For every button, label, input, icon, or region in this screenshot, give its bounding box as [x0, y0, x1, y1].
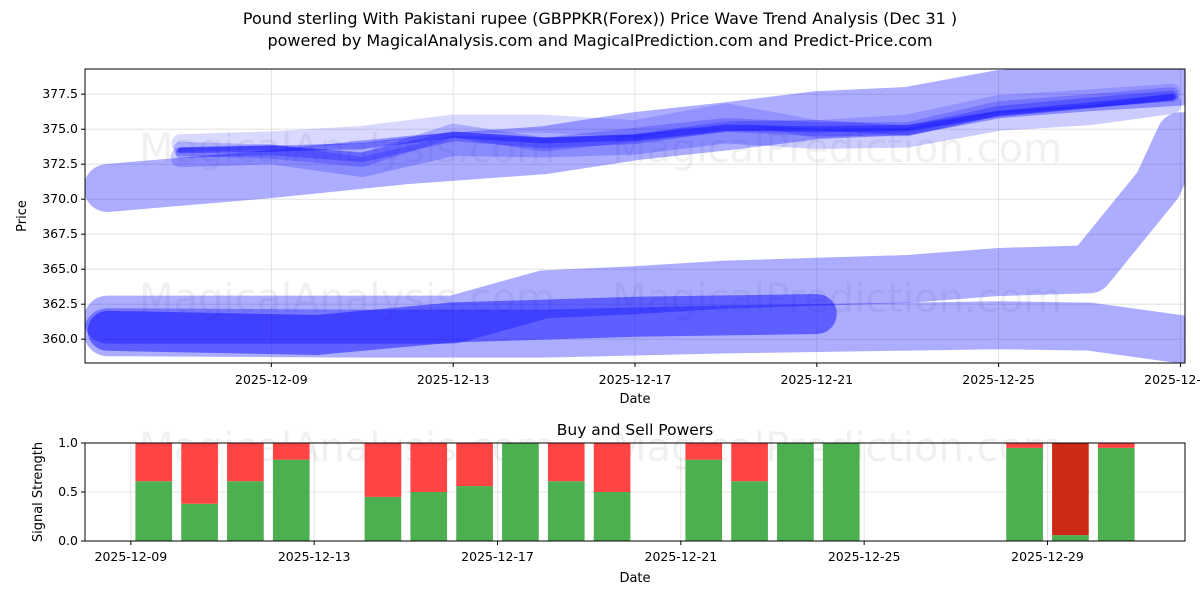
price-tick-label-x: 2025-12-17	[599, 372, 672, 387]
power-tick-label-y: 0.0	[58, 533, 78, 548]
sell-bar	[1006, 443, 1043, 448]
power-x-axis-label: Date	[619, 571, 650, 586]
chart-title-line1: Pound sterling With Pakistani rupee (GBP…	[242, 9, 958, 28]
wave-line-wave-wide-lower-band	[85, 112, 1185, 344]
price-y-axis-label: Price	[15, 200, 30, 232]
price-tick-label-x: 2025-12-21	[780, 372, 853, 387]
price-tick-label-y: 370.0	[42, 191, 78, 206]
buy-bar	[181, 503, 218, 541]
buy-bar	[822, 443, 860, 541]
power-tick-label-y: 0.5	[58, 484, 78, 499]
price-tick-label-x: 2025-12-29	[1144, 372, 1200, 387]
power-tick-label-x: 2025-12-29	[1011, 549, 1084, 564]
price-tick-label-y: 372.5	[42, 156, 78, 171]
price-plot-frame	[84, 68, 1186, 364]
chart-title-line2: powered by MagicalAnalysis.com and Magic…	[267, 31, 933, 50]
sell-bar	[272, 443, 310, 460]
wave-line-wave-3	[173, 87, 1179, 167]
wave-line-wave-central	[177, 94, 1175, 154]
sell-bar	[1097, 443, 1135, 448]
buy-bar	[731, 481, 768, 541]
sell-bar	[547, 443, 585, 482]
wave-line-wave-wide-bottom	[85, 301, 1185, 363]
buy-bar	[593, 492, 631, 541]
power-plot-frame	[84, 442, 1186, 542]
price-tick-label-x: 2025-12-13	[417, 372, 490, 387]
wave-line-wave-2	[175, 90, 1177, 163]
power-chart-title: Buy and Sell Powers	[557, 421, 714, 439]
buy-bar	[1097, 447, 1135, 541]
price-tick-label-y: 367.5	[42, 226, 78, 241]
buy-bar	[135, 481, 173, 541]
price-tick-label-y: 365.0	[42, 261, 78, 276]
wave-line-wave-4	[171, 83, 1181, 153]
buy-bar	[272, 459, 310, 541]
power-tick-label-y: 1.0	[58, 435, 78, 450]
watermark-prediction: MagicalPrediction.com	[612, 126, 1062, 172]
buy-bar	[502, 443, 539, 541]
buy-bar	[364, 496, 402, 541]
sell-bar	[1052, 443, 1089, 536]
buy-bar	[1006, 447, 1043, 541]
sell-bar	[593, 443, 631, 492]
sell-bar	[364, 443, 402, 497]
sell-bar	[410, 443, 448, 492]
wave-series-group	[85, 69, 1185, 363]
sell-bar	[181, 443, 218, 504]
power-tick-label-x: 2025-12-25	[828, 549, 901, 564]
price-tick-label-y: 360.0	[42, 331, 78, 346]
buy-bar	[685, 459, 723, 541]
power-tick-label-x: 2025-12-09	[95, 549, 168, 564]
price-tick-label-x: 2025-12-25	[962, 372, 1035, 387]
buy-bar	[227, 481, 264, 541]
power-tick-label-x: 2025-12-21	[645, 549, 718, 564]
price-x-axis-label: Date	[619, 392, 650, 407]
power-tick-label-x: 2025-12-17	[461, 549, 534, 564]
watermark-analysis: MagicalAnalysis.com	[139, 276, 555, 322]
wave-line-wave-dark-lower	[87, 294, 837, 355]
wave-line-wave-5	[170, 94, 1182, 177]
watermark-analysis: MagicalAnalysis.com	[139, 126, 555, 172]
price-tick-label-x: 2025-12-09	[235, 372, 308, 387]
wave-line-wave-wide-upper	[85, 69, 1185, 212]
buy-bar	[410, 492, 448, 541]
price-tick-label-y: 375.0	[42, 121, 78, 136]
sell-bar	[731, 443, 768, 482]
sell-bar	[227, 443, 264, 482]
buy-bar	[1052, 535, 1089, 541]
watermark-prediction: MagicalPrediction.com	[612, 276, 1062, 322]
buy-bar	[547, 481, 585, 541]
power-tick-label-x: 2025-12-13	[278, 549, 351, 564]
sell-bar	[456, 443, 493, 487]
power-y-axis-label: Signal Strength	[31, 442, 46, 542]
sell-bar	[135, 443, 173, 482]
buy-bar	[777, 443, 814, 541]
sell-bar	[685, 443, 723, 460]
price-tick-label-y: 377.5	[42, 86, 78, 101]
buy-bar	[456, 486, 493, 541]
price-tick-label-y: 362.5	[42, 296, 78, 311]
